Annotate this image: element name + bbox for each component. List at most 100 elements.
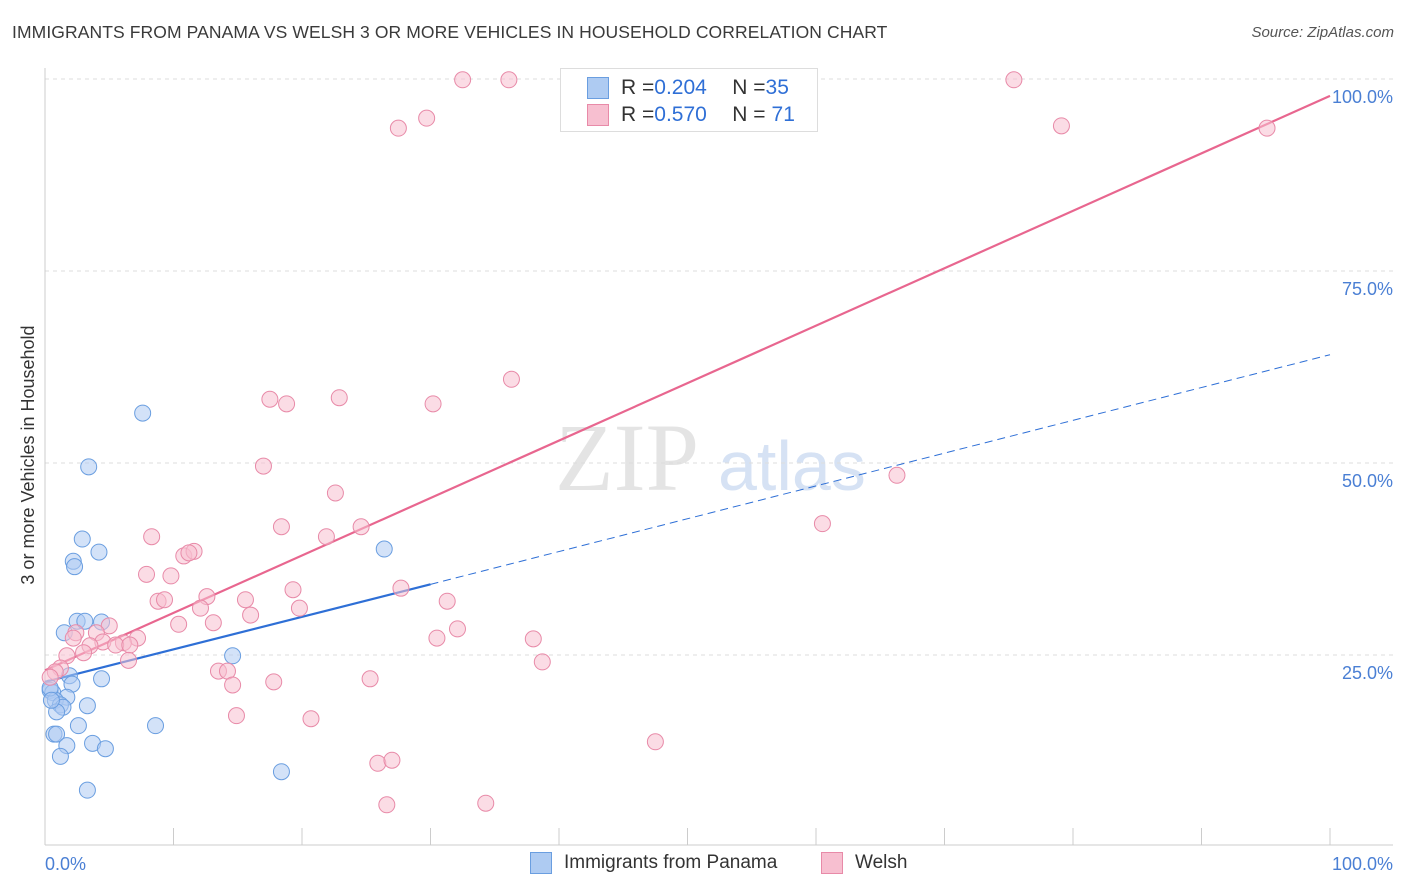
panama-point: [76, 612, 94, 630]
legend-item-panama: Immigrants from Panama: [530, 852, 777, 874]
welsh-point: [428, 629, 446, 647]
welsh-point: [646, 733, 664, 751]
welsh-point: [424, 395, 442, 413]
welsh-point: [261, 390, 279, 408]
welsh-point: [502, 370, 520, 388]
welsh-point: [107, 636, 125, 654]
welsh-point: [278, 395, 296, 413]
panama-point: [96, 740, 114, 758]
panama-point: [69, 717, 87, 735]
welsh-point: [41, 668, 59, 686]
welsh-point: [389, 119, 407, 137]
welsh-point: [120, 651, 138, 669]
welsh-point: [330, 389, 348, 407]
x-tick-label-max: 100.0%: [1332, 854, 1393, 874]
welsh-point: [361, 670, 379, 688]
panama-point: [73, 530, 91, 548]
welsh-point: [524, 630, 542, 648]
welsh-point: [317, 528, 335, 546]
n-label: N =: [732, 76, 766, 99]
welsh-point: [378, 796, 396, 814]
welsh-point: [500, 71, 518, 89]
welsh-point: [1258, 119, 1276, 137]
panama-point: [272, 763, 290, 781]
welsh-point: [302, 710, 320, 728]
panama-point: [42, 691, 60, 709]
welsh-point: [533, 653, 551, 671]
welsh-point: [438, 592, 456, 610]
welsh-point: [204, 614, 222, 632]
y-tick-label: 25.0%: [1342, 663, 1393, 683]
panama-point: [224, 647, 242, 665]
welsh-point: [191, 599, 209, 617]
welsh-point: [813, 515, 831, 533]
r-label: R =: [621, 76, 655, 99]
panama-point: [48, 725, 66, 743]
watermark-atlas: atlas: [718, 427, 866, 505]
welsh-point: [224, 676, 242, 694]
panama-point: [78, 697, 96, 715]
welsh-point: [156, 591, 174, 609]
welsh-point: [143, 528, 161, 546]
y-tick-label: 100.0%: [1332, 87, 1393, 107]
welsh-point: [1052, 117, 1070, 135]
legend-item-welsh: Welsh: [821, 852, 907, 874]
panama-point: [134, 404, 152, 422]
panama-point: [90, 543, 108, 561]
panama-point: [93, 670, 111, 688]
n-label: N =: [732, 103, 766, 126]
welsh-point: [477, 794, 495, 812]
stats-legend: R = 0.204 N = 35 R = 0.570 N = 71: [560, 68, 818, 132]
r-value-panama: 0.204: [654, 76, 707, 99]
welsh-point: [162, 567, 180, 585]
welsh-point: [64, 629, 82, 647]
panama-point: [147, 717, 165, 735]
legend-label-panama: Immigrants from Panama: [564, 852, 778, 873]
legend-swatch-panama: [530, 852, 552, 874]
n-value-panama: 35: [765, 76, 789, 99]
welsh-point: [352, 518, 370, 536]
welsh-point: [383, 751, 401, 769]
x-tick-label-min: 0.0%: [45, 854, 86, 874]
y-axis-label: 3 or more Vehicles in Household: [18, 325, 38, 584]
welsh-point: [170, 615, 188, 633]
chart-source: Source: ZipAtlas.com: [1251, 24, 1394, 41]
legend-swatch-panama: [587, 77, 609, 99]
legend-swatch-welsh: [587, 104, 609, 126]
legend-swatch-welsh: [821, 852, 843, 874]
panama-trendline: [44, 583, 431, 683]
welsh-point: [242, 606, 260, 624]
welsh-point: [180, 544, 198, 562]
legend-row-panama: R = 0.204 N = 35: [587, 75, 789, 101]
y-tick-label: 50.0%: [1342, 471, 1393, 491]
welsh-trendline: [44, 94, 1331, 672]
panama-point: [375, 540, 393, 558]
chart-title: IMMIGRANTS FROM PANAMA VS WELSH 3 OR MOR…: [12, 22, 888, 42]
welsh-point: [265, 673, 283, 691]
panama-trendline-extension: [430, 354, 1331, 585]
r-value-welsh: 0.570: [654, 103, 707, 126]
r-label: R =: [621, 103, 655, 126]
watermark-zip: ZIP: [555, 404, 699, 511]
welsh-point: [290, 599, 308, 617]
welsh-point: [75, 644, 93, 662]
legend-row-welsh: R = 0.570 N = 71: [587, 102, 795, 128]
n-value-welsh: 71: [771, 103, 795, 126]
panama-point: [80, 458, 98, 476]
welsh-point: [454, 71, 472, 89]
welsh-point: [448, 620, 466, 638]
welsh-point: [138, 565, 156, 583]
panama-point: [51, 747, 69, 765]
welsh-point: [254, 457, 272, 475]
legend-label-welsh: Welsh: [855, 852, 908, 873]
welsh-point: [121, 636, 139, 654]
welsh-point: [236, 591, 254, 609]
panama-point: [66, 558, 84, 576]
welsh-point: [227, 707, 245, 725]
y-tick-label: 75.0%: [1342, 279, 1393, 299]
welsh-point: [326, 484, 344, 502]
welsh-point: [369, 754, 387, 772]
welsh-point: [1005, 71, 1023, 89]
